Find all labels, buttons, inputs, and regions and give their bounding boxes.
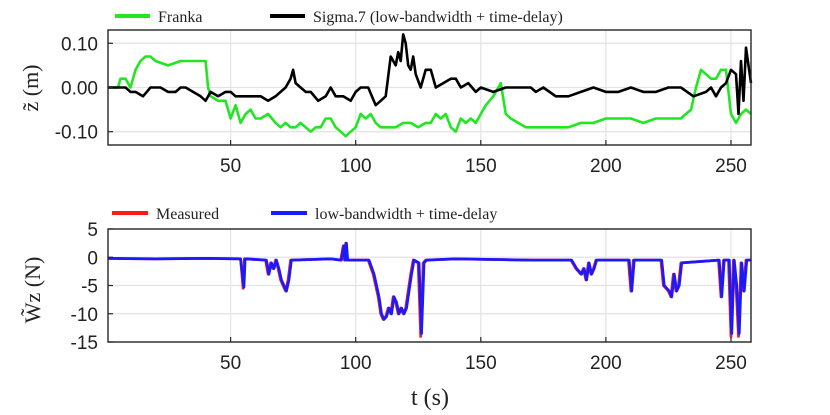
legend-label-lowbw: low-bandwidth + time-delay (315, 206, 497, 223)
x-tick-label: 100 (340, 156, 372, 177)
x-tick-label: 100 (340, 353, 372, 374)
legend-label-measured: Measured (156, 206, 219, 223)
top-lines (108, 33, 753, 138)
x-tick-label: 50 (220, 353, 241, 374)
series-line-low-bandwidth-time-delay (107, 241, 751, 335)
top-ticks: 50 100 150 200 250 0.10 0.00 -0.10 (55, 34, 747, 177)
legend-label-franka: Franka (158, 9, 202, 26)
x-tick-label: 250 (715, 156, 747, 177)
y-tick-label: -5 (81, 277, 98, 298)
x-tick-label: 150 (465, 156, 497, 177)
y-tick-label: 0 (87, 248, 98, 269)
y-tick-label: 0.00 (61, 79, 98, 100)
bottom-legend: Measured low-bandwidth + time-delay (112, 206, 497, 223)
top-panel: 50 100 150 200 250 0.10 0.00 -0.10 z̃ (m) Frank… (18, 9, 753, 177)
y-tick-label: -0.10 (55, 123, 98, 144)
x-tick-label: 200 (590, 353, 622, 374)
x-tick-label: 150 (465, 353, 497, 374)
x-axis-label: t (s) (411, 385, 449, 411)
y-tick-label: -15 (71, 333, 98, 354)
legend-label-sigma7: Sigma.7 (low-bandwidth + time-delay) (313, 9, 563, 26)
y-tick-label: 5 (87, 220, 98, 241)
top-grid (108, 30, 751, 145)
bottom-lines (107, 241, 751, 338)
x-tick-label: 200 (590, 156, 622, 177)
bottom-grid (108, 228, 751, 343)
bottom-y-axis-label: W̃z (N) (20, 257, 45, 324)
series-line-sigma-7-low-bandwidth-time-delay (108, 33, 753, 116)
series-line-franka (108, 55, 752, 138)
top-y-axis-label: z̃ (m) (18, 64, 43, 111)
x-tick-label: 50 (220, 156, 241, 177)
y-tick-label: 0.10 (61, 34, 98, 55)
x-tick-label: 250 (715, 353, 747, 374)
y-tick-label: -10 (71, 305, 98, 326)
top-legend: Franka Sigma.7 (low-bandwidth + time-del… (115, 9, 563, 26)
